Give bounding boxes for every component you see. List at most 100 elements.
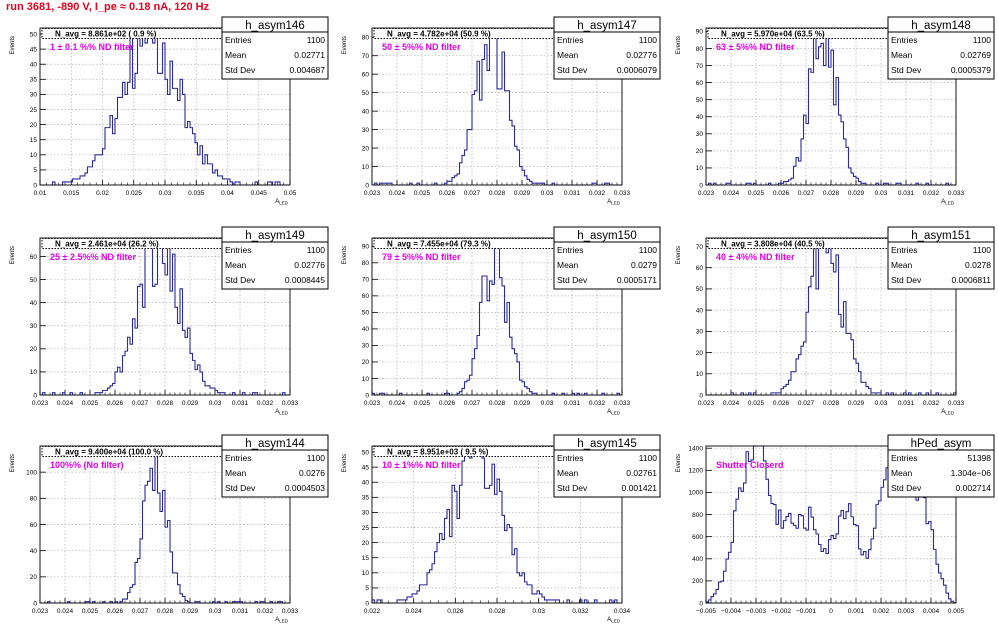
y-tick-label: 60 [696,265,704,272]
stats-key: Mean [225,468,247,478]
x-tick-label: 0.027 [798,400,815,407]
x-tick-label: 0.031 [898,190,915,197]
x-tick-label: 0.04 [221,190,234,197]
x-tick-label: 0.023 [698,190,715,197]
x-axis-label: ALED [941,409,955,416]
y-tick-label: 80 [30,496,38,503]
stats-value: 1100 [639,35,658,45]
stats-key: Mean [557,50,579,60]
plot-frame [705,445,957,604]
x-tick-label: 0.031 [564,190,581,197]
navg-label: N_avg = 8.861e+02 ( 0.9 %) [55,30,157,39]
x-tick-label: 0.029 [848,400,865,407]
x-tick-label: 0.026 [439,190,456,197]
y-tick-label: 0 [33,182,37,189]
y-tick-label: 80 [696,46,704,53]
stats-key: Entries [557,453,583,463]
x-axis-label: ALED [607,409,621,416]
x-tick-label: 0.023 [364,400,381,407]
x-tick-label: 0.026 [107,608,124,615]
y-tick-label: 5 [365,585,369,592]
y-tick-label: 60 [30,522,38,529]
x-tick-label: 0.005 [948,608,965,615]
stats-title: h_asym149 [245,230,304,242]
stats-box [887,16,995,80]
y-tick-label: 400 [692,556,703,563]
x-tick-label: 0.022 [364,608,381,615]
filter-label: 50 ± 5%% ND filter [382,42,461,52]
stats-key: Mean [225,260,247,270]
histogram-panel-h_asym147: 0.023 0.024 0.025 0.026 0.027 0.028 0.029 0.03 0… [342,16,661,206]
y-tick-label: 0 [699,392,703,399]
x-tick-label: −0.004 [721,608,741,615]
y-tick-label: 20 [30,346,38,353]
x-tick-label: 0.023 [32,400,49,407]
y-tick-label: 35 [30,77,38,84]
navg-label: N_avg = 5.970e+04 (63.5 %) [721,30,825,39]
stats-key: Mean [891,50,913,60]
x-tick-label: 0.029 [182,608,199,615]
x-axis-label: ALED [607,199,621,206]
x-tick-label: 0.024 [389,190,406,197]
x-tick-label: 0.015 [63,190,80,197]
stats-title: hPed_asym [911,438,972,450]
x-tick-label: 0.025 [414,400,431,407]
y-axis-label: Events [676,454,682,472]
x-tick-label: 0.026 [773,190,790,197]
x-tick-label: 0.001 [848,608,865,615]
y-tick-label: 25 [362,525,370,532]
x-tick-label: 0.025 [126,190,143,197]
y-tick-label: 20 [362,145,370,152]
y-axis-label: Events [10,246,16,264]
x-tick-label: 0.033 [282,608,299,615]
x-tick-label: −0.003 [746,608,766,615]
y-tick-label: 10 [696,165,704,172]
y-tick-label: 0 [699,182,703,189]
stats-title: h_asym145 [577,438,636,450]
x-tick-label: 0.045 [251,190,268,197]
x-tick-label: 0.004 [923,608,940,615]
histogram-panel-h_asym148: 0.023 0.024 0.025 0.026 0.027 0.028 0.029 0.03 0… [676,16,995,206]
y-tick-label: 40 [696,114,704,121]
stats-key: Std Dev [225,483,256,493]
filter-label: 10 ± 1%% ND filter [382,460,461,470]
x-tick-label: 0.031 [898,400,915,407]
y-tick-label: 200 [692,578,703,585]
x-tick-label: 0.01 [34,190,47,197]
stats-box [887,226,995,290]
y-axis-label: Events [676,246,682,264]
x-tick-label: 0.024 [57,400,74,407]
y-tick-label: 1200 [689,468,704,475]
stats-key: Std Dev [891,483,922,493]
y-tick-label: 20 [30,122,38,129]
y-tick-label: 30 [30,92,38,99]
y-tick-label: 40 [696,307,704,314]
y-axis-label: Events [342,246,348,264]
stats-value: 0.0276 [299,468,325,478]
x-tick-label: 0.025 [414,190,431,197]
y-tick-label: 600 [692,534,703,541]
y-tick-label: 0 [699,600,703,607]
x-tick-label: 0.032 [589,400,606,407]
y-tick-label: 50 [696,97,704,104]
y-tick-label: 0 [33,392,37,399]
stats-value: 0.0278 [965,260,991,270]
stats-title: h_asym150 [577,230,636,242]
y-tick-label: 70 [696,63,704,70]
stats-box [553,434,661,498]
stats-key: Std Dev [557,275,588,285]
y-tick-label: 60 [362,71,370,78]
y-tick-label: 50 [30,277,38,284]
y-tick-label: 20 [362,359,370,366]
x-tick-label: 0.032 [923,400,940,407]
stats-value: 0.0005379 [951,65,991,75]
y-tick-label: 50 [696,286,704,293]
x-tick-label: 0.029 [848,190,865,197]
x-tick-label: 0.031 [232,400,249,407]
stats-title: h_asym147 [577,20,636,32]
stats-key: Std Dev [557,65,588,75]
x-tick-label: 0.031 [564,400,581,407]
x-tick-label: 0.028 [823,400,840,407]
x-tick-label: 0.026 [107,400,124,407]
